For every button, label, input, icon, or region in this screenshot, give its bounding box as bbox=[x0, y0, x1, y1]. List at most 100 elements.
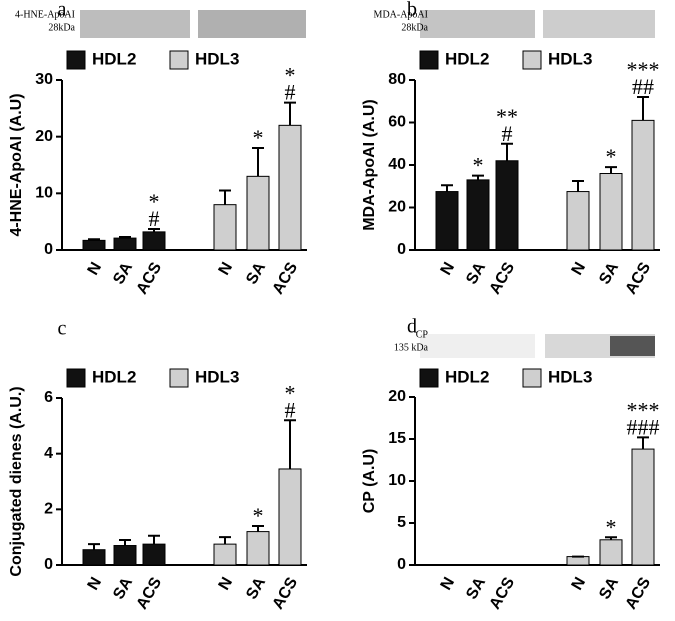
x-tick-label: SA bbox=[110, 574, 136, 602]
legend-swatch bbox=[169, 368, 189, 388]
y-tick-label: 4 bbox=[44, 445, 53, 462]
bar bbox=[631, 448, 655, 566]
significance-label: * bbox=[606, 514, 617, 539]
bar bbox=[82, 549, 106, 566]
error-bar bbox=[441, 184, 453, 192]
significance-label: # bbox=[502, 121, 513, 146]
legend-label: HDL3 bbox=[548, 49, 592, 68]
bar bbox=[246, 175, 270, 251]
bar bbox=[566, 191, 590, 251]
bar bbox=[142, 543, 166, 566]
blot-label: 4-HNE-ApoAI bbox=[15, 9, 75, 20]
blot-label: CP bbox=[416, 329, 429, 340]
blot bbox=[420, 10, 535, 38]
legend-label: HDL2 bbox=[445, 367, 489, 386]
x-tick-label: SA bbox=[463, 574, 489, 602]
significance-label: * bbox=[253, 125, 264, 150]
blot bbox=[80, 10, 190, 38]
blot bbox=[543, 10, 655, 38]
bar bbox=[113, 545, 137, 566]
significance-label: *** bbox=[627, 57, 660, 82]
x-tick-label: ACS bbox=[623, 574, 655, 612]
y-tick-label: 60 bbox=[388, 114, 406, 131]
y-tick-label: 20 bbox=[388, 388, 406, 405]
y-tick-label: 0 bbox=[397, 241, 406, 258]
y-axis-label: 4-HNE-ApoAI (A.U) bbox=[8, 93, 25, 236]
blot-label: 28kDa bbox=[48, 22, 75, 33]
significance-label: * bbox=[606, 144, 617, 169]
error-bar bbox=[637, 436, 649, 450]
y-tick-label: 30 bbox=[35, 71, 53, 88]
x-tick-label: ACS bbox=[487, 574, 519, 612]
x-tick-label: SA bbox=[110, 259, 136, 287]
y-tick-label: 15 bbox=[388, 430, 406, 447]
error-bar bbox=[219, 536, 231, 545]
bar bbox=[599, 539, 623, 566]
legend-swatch bbox=[522, 50, 542, 70]
bar bbox=[566, 556, 590, 566]
error-bar bbox=[284, 419, 296, 469]
y-tick-label: 2 bbox=[44, 501, 53, 518]
error-bar bbox=[284, 101, 296, 126]
error-bar bbox=[501, 142, 513, 161]
significance-label: * bbox=[253, 503, 264, 528]
panel-label: d bbox=[407, 316, 417, 338]
x-tick-label: N bbox=[216, 575, 237, 594]
x-tick-label: ACS bbox=[270, 574, 302, 612]
y-axis-label: Conjugated dienes (A.U.) bbox=[8, 386, 25, 576]
significance-label: # bbox=[149, 206, 160, 231]
significance-label: ** bbox=[496, 104, 518, 129]
error-bar bbox=[119, 538, 131, 546]
x-tick-label: N bbox=[438, 260, 459, 279]
error-bar bbox=[252, 147, 264, 177]
x-tick-label: SA bbox=[596, 574, 622, 602]
x-tick-label: SA bbox=[596, 259, 622, 287]
x-tick-label: ACS bbox=[270, 259, 302, 297]
y-axis-label: MDA-ApoAI (A.U) bbox=[361, 99, 378, 231]
x-tick-label: N bbox=[438, 575, 459, 594]
bar bbox=[278, 468, 302, 566]
y-tick-label: 0 bbox=[44, 556, 53, 573]
y-tick-label: 20 bbox=[388, 199, 406, 216]
x-tick-label: ACS bbox=[134, 574, 166, 612]
legend-label: HDL3 bbox=[195, 49, 239, 68]
legend-label: HDL2 bbox=[445, 49, 489, 68]
bar bbox=[599, 173, 623, 251]
y-tick-label: 20 bbox=[35, 128, 53, 145]
error-bar bbox=[572, 179, 584, 192]
legend-swatch bbox=[522, 368, 542, 388]
bar bbox=[213, 204, 237, 251]
x-tick-label: SA bbox=[243, 259, 269, 287]
bar bbox=[142, 231, 166, 251]
legend-label: HDL2 bbox=[92, 367, 136, 386]
legend-label: HDL3 bbox=[195, 367, 239, 386]
error-bar bbox=[252, 525, 264, 532]
error-bar bbox=[148, 228, 160, 232]
bar bbox=[246, 531, 270, 566]
error-bar bbox=[148, 534, 160, 545]
error-bar bbox=[88, 238, 100, 241]
significance-label: * bbox=[285, 63, 296, 88]
panel-label: a bbox=[58, 0, 67, 21]
blots bbox=[80, 10, 655, 358]
y-tick-label: 5 bbox=[397, 514, 406, 531]
x-tick-label: N bbox=[216, 260, 237, 279]
x-tick-label: ACS bbox=[487, 259, 519, 297]
error-bar bbox=[637, 96, 649, 121]
y-tick-label: 0 bbox=[44, 241, 53, 258]
y-tick-label: 6 bbox=[44, 389, 53, 406]
panel-label: c bbox=[58, 318, 67, 340]
blot bbox=[198, 10, 306, 38]
error-bar bbox=[605, 536, 617, 540]
legend-label: HDL2 bbox=[92, 49, 136, 68]
legend-label: HDL3 bbox=[548, 367, 592, 386]
significance-label: * bbox=[285, 380, 296, 405]
y-tick-label: 0 bbox=[397, 556, 406, 573]
error-bar bbox=[219, 189, 231, 205]
legend-swatch bbox=[66, 368, 86, 388]
x-tick-label: N bbox=[85, 260, 106, 279]
error-bar bbox=[119, 235, 131, 239]
x-tick-label: N bbox=[569, 260, 590, 279]
y-tick-label: 10 bbox=[35, 185, 53, 202]
